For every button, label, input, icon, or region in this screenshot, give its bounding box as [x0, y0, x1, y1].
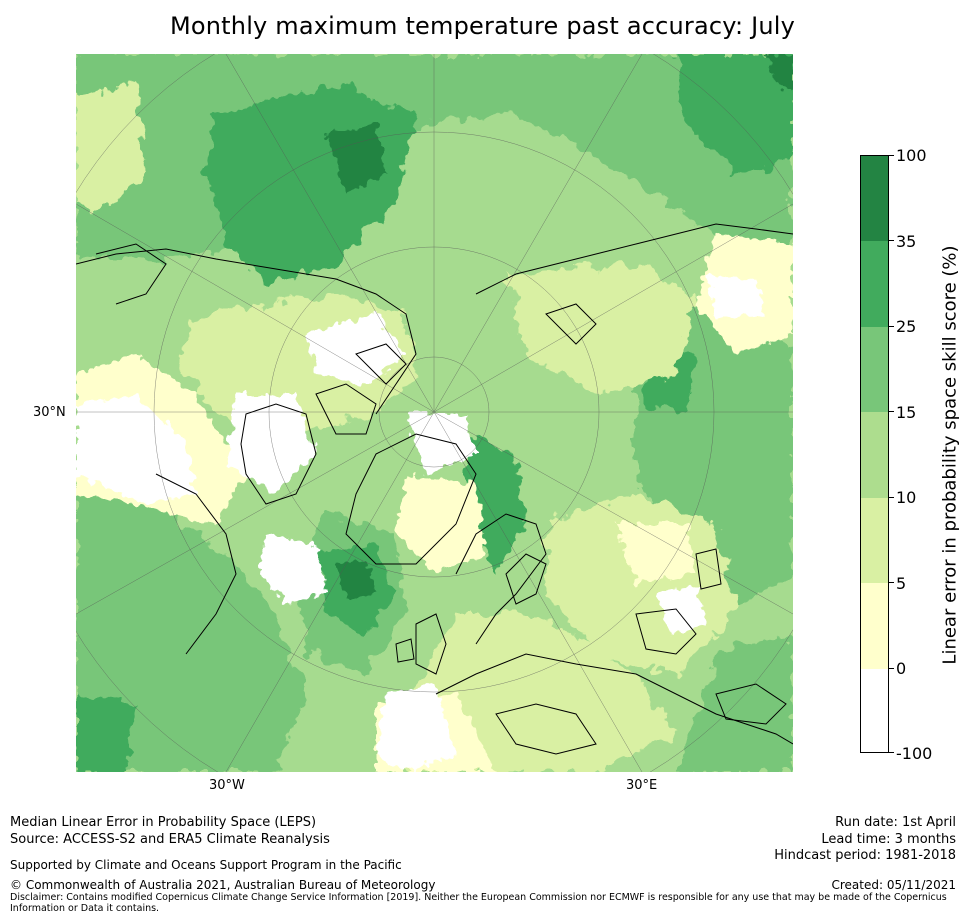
footer-run-date: Run date: 1st April — [835, 815, 956, 830]
skill-score-map — [76, 54, 793, 772]
lat-label-30n: 30°N — [33, 405, 66, 420]
colorbar-tick-100: 100 — [896, 146, 927, 165]
colorbar-tick-35: 35 — [896, 232, 917, 251]
graticule — [76, 54, 793, 772]
colorbar-bin-15-25 — [861, 327, 888, 412]
footer-lead-time: Lead time: 3 months — [821, 832, 956, 847]
footer-method: Median Linear Error in Probability Space… — [10, 815, 317, 830]
footer-created: Created: 05/11/2021 — [831, 878, 956, 892]
footer-source: Source: ACCESS-S2 and ERA5 Climate Reana… — [10, 832, 330, 847]
lon-label-30w: 30°W — [209, 778, 245, 793]
colorbar-bin-0-5 — [861, 583, 888, 669]
footer-disclaimer: Disclaimer: Contains modified Copernicus… — [10, 892, 947, 914]
map-title: Monthly maximum temperature past accurac… — [169, 12, 796, 40]
colorbar-bin-5-10 — [861, 498, 888, 583]
footer-support: Supported by Climate and Oceans Support … — [10, 858, 402, 872]
coastlines — [76, 223, 793, 755]
colorbar-tick-25: 25 — [896, 317, 917, 336]
colorbar-bin-neg100-0 — [861, 669, 888, 752]
skill-band-35-100 — [326, 54, 793, 599]
colorbar-tick-neg100: -100 — [896, 744, 933, 763]
colorbar-tick-10: 10 — [896, 488, 917, 507]
colorbar-label: Linear error in probability space skill … — [939, 245, 961, 665]
colorbar-bin-35-100 — [861, 156, 888, 241]
footer-hindcast: Hindcast period: 1981-2018 — [774, 848, 956, 863]
colorbar — [860, 155, 889, 753]
colorbar-tick-5: 5 — [896, 574, 907, 593]
colorbar-bin-25-35 — [861, 241, 888, 327]
colorbar-bin-10-15 — [861, 412, 888, 498]
colorbar-tick-0: 0 — [896, 659, 907, 678]
colorbar-tick-15: 15 — [896, 403, 917, 422]
lon-label-30e: 30°E — [626, 778, 658, 793]
skill-band-negative — [76, 274, 766, 772]
footer-copyright: © Commonwealth of Australia 2021, Austra… — [10, 878, 436, 892]
